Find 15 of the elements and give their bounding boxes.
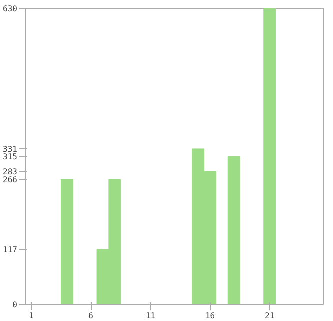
bar	[61, 179, 74, 304]
y-tick-label: 283	[3, 168, 18, 177]
x-tick-label: 1	[29, 312, 34, 320]
bar	[228, 156, 240, 304]
y-tick-label: 315	[3, 152, 18, 162]
x-tick-label: 21	[265, 312, 275, 320]
y-tick-label: 0	[12, 300, 18, 310]
y-tick-label: 630	[3, 4, 18, 14]
y-tick-label: 266	[3, 176, 18, 185]
x-tick-label: 16	[205, 312, 216, 320]
y-tick-label: 117	[3, 246, 18, 255]
x-tick-label: 11	[146, 312, 156, 320]
bar	[264, 8, 276, 304]
y-tick-label: 331	[3, 144, 18, 154]
x-tick-label: 6	[88, 312, 94, 320]
